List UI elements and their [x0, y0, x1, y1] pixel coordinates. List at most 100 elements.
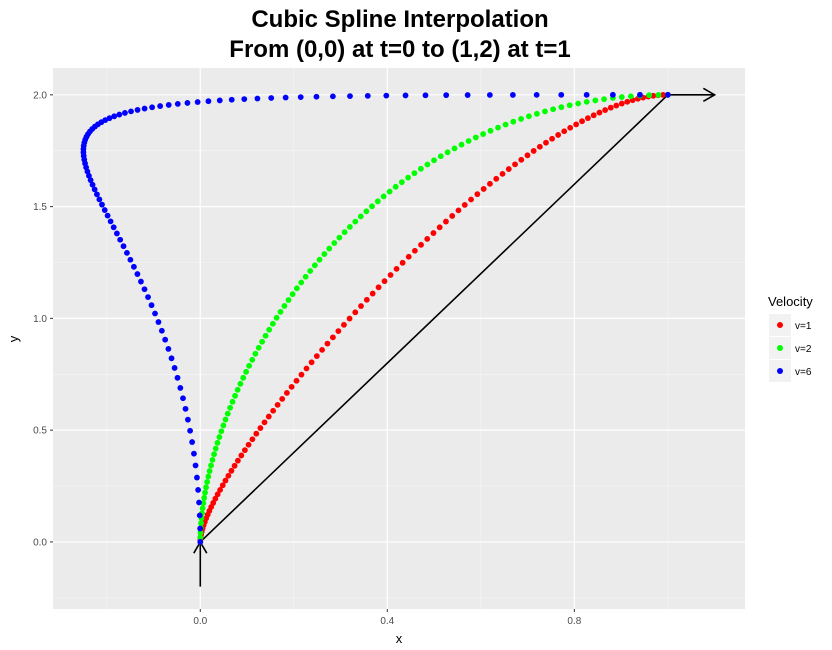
data-point	[443, 218, 449, 225]
data-point	[241, 447, 248, 454]
data-point	[212, 495, 219, 502]
data-point	[182, 405, 189, 412]
data-point	[618, 94, 625, 100]
data-point	[487, 180, 493, 187]
data-point	[285, 297, 292, 303]
data-point	[206, 468, 213, 474]
data-point	[200, 500, 207, 507]
data-point	[116, 111, 123, 118]
data-point	[329, 334, 336, 341]
data-point	[196, 499, 202, 506]
data-point	[113, 230, 120, 237]
data-point	[437, 153, 444, 160]
data-point	[316, 256, 323, 263]
data-point	[363, 296, 370, 303]
data-point	[218, 428, 225, 435]
data-point	[214, 439, 221, 446]
data-point	[664, 91, 671, 98]
data-point	[502, 121, 509, 128]
x-axis-title: x	[396, 631, 403, 646]
data-point	[431, 157, 437, 164]
legend: Velocity v=1 v=2 v=6	[768, 294, 813, 382]
data-point	[430, 230, 437, 236]
data-point	[228, 96, 235, 103]
data-point	[204, 479, 211, 485]
arrow-head	[702, 87, 717, 103]
data-point	[283, 389, 290, 396]
data-point	[281, 303, 288, 309]
data-point	[205, 98, 212, 105]
data-point	[405, 253, 412, 260]
data-point	[184, 416, 191, 423]
data-point	[583, 98, 590, 105]
data-point	[104, 212, 111, 219]
data-point	[624, 98, 631, 105]
data-point	[243, 368, 250, 375]
data-point	[422, 92, 429, 99]
data-point	[184, 100, 191, 106]
data-point	[238, 452, 245, 459]
data-point	[393, 265, 400, 272]
data-point	[205, 473, 212, 480]
data-point	[245, 441, 252, 448]
data-point	[313, 93, 320, 100]
data-point	[543, 139, 549, 146]
data-point	[288, 383, 295, 390]
data-point	[381, 278, 388, 285]
y-tick-label: 1.0	[33, 314, 47, 325]
data-point	[174, 100, 181, 107]
data-point	[222, 416, 229, 423]
data-point	[265, 413, 272, 420]
data-point	[249, 356, 256, 363]
data-point	[110, 224, 117, 231]
data-point	[217, 486, 224, 493]
data-point	[526, 113, 532, 120]
data-point	[168, 355, 175, 362]
data-point	[216, 434, 223, 440]
data-point	[197, 534, 204, 541]
data-point	[220, 422, 227, 429]
data-point	[192, 462, 199, 469]
data-point	[212, 445, 219, 452]
data-point	[465, 138, 472, 144]
data-point	[575, 100, 582, 107]
data-point	[486, 92, 493, 98]
data-point	[357, 213, 364, 220]
data-point	[449, 213, 456, 219]
data-point	[249, 436, 256, 443]
x-tick-label: 0.8	[567, 616, 581, 627]
data-point	[120, 243, 127, 250]
data-point	[214, 491, 221, 498]
data-point	[613, 102, 620, 109]
data-point	[270, 407, 277, 414]
data-point	[618, 100, 625, 107]
data-point	[208, 462, 214, 469]
data-point	[329, 93, 336, 100]
data-point	[229, 398, 236, 405]
data-point	[573, 121, 580, 128]
data-point	[583, 91, 590, 98]
data-point	[262, 332, 269, 339]
data-point	[224, 410, 231, 417]
data-point	[558, 104, 565, 111]
data-point	[592, 97, 599, 104]
data-point	[533, 91, 540, 98]
data-point	[227, 404, 234, 411]
data-point	[155, 319, 162, 325]
data-point	[261, 419, 268, 426]
data-point	[268, 95, 275, 101]
data-point	[352, 218, 359, 225]
data-point	[646, 92, 653, 99]
data-point	[392, 183, 399, 190]
data-point	[398, 179, 405, 186]
data-point	[297, 94, 304, 100]
data-point	[383, 92, 390, 99]
data-points	[80, 91, 671, 545]
data-point	[194, 99, 201, 105]
data-point	[558, 91, 565, 98]
data-point	[277, 308, 284, 315]
data-point	[234, 457, 241, 464]
data-point	[509, 92, 516, 98]
data-point	[128, 108, 134, 115]
